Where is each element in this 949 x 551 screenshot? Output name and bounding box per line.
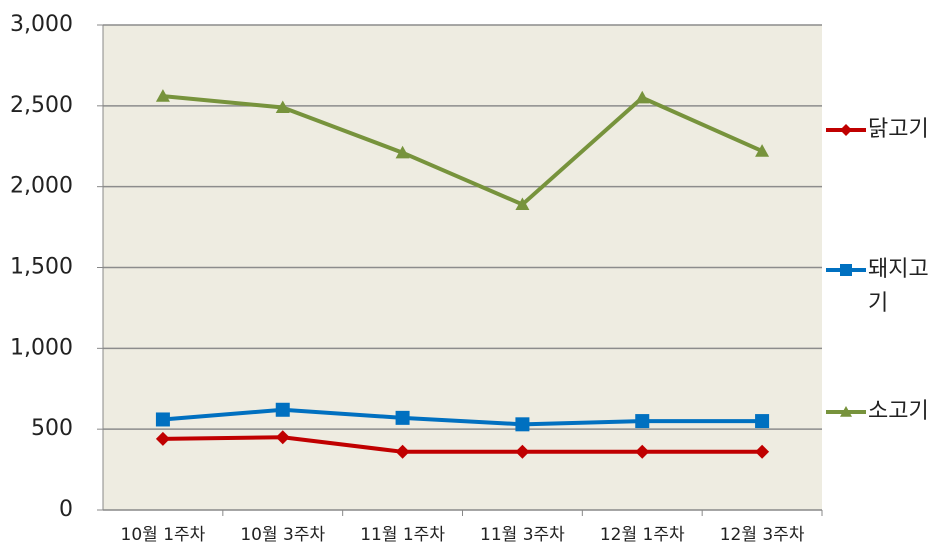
marker bbox=[515, 417, 530, 432]
marker bbox=[840, 124, 852, 136]
series-line bbox=[162, 94, 763, 207]
marker bbox=[155, 412, 170, 427]
marker bbox=[755, 444, 770, 459]
marker bbox=[275, 402, 290, 417]
y-tick-label: 1,000 bbox=[10, 335, 73, 360]
x-tick-label: 12월 3주차 bbox=[720, 525, 805, 545]
marker bbox=[755, 414, 770, 429]
marker bbox=[275, 100, 290, 114]
marker bbox=[155, 431, 170, 446]
marker bbox=[515, 197, 530, 211]
marker bbox=[635, 90, 650, 104]
marker bbox=[515, 444, 530, 459]
marker bbox=[395, 145, 410, 159]
x-tick-label: 10월 1주차 bbox=[121, 525, 206, 545]
legend-label: 돼지고기 bbox=[868, 257, 929, 316]
y-tick-label: 2,500 bbox=[10, 93, 73, 118]
marker bbox=[275, 430, 290, 445]
marker bbox=[635, 444, 650, 459]
marker bbox=[155, 89, 170, 102]
series-line bbox=[162, 407, 763, 427]
y-tick-label: 0 bbox=[59, 497, 73, 522]
x-tick-label: 10월 3주차 bbox=[240, 525, 325, 545]
y-tick-label: 3,000 bbox=[10, 12, 73, 37]
x-tick-label: 11월 1주차 bbox=[360, 525, 445, 545]
marker bbox=[840, 406, 852, 417]
y-tick-label: 500 bbox=[31, 416, 73, 441]
marker bbox=[635, 414, 650, 429]
y-tick-label: 2,000 bbox=[10, 174, 73, 199]
marker bbox=[755, 144, 770, 157]
x-tick-label: 12월 1주차 bbox=[600, 525, 685, 545]
x-tick-label: 11월 3주차 bbox=[480, 525, 565, 545]
marker bbox=[840, 264, 852, 276]
legend-label: 소고기 bbox=[868, 399, 929, 424]
series-line bbox=[162, 435, 763, 454]
legend-label: 닭고기 bbox=[868, 117, 929, 142]
marker bbox=[395, 444, 410, 459]
y-tick-label: 1,500 bbox=[10, 255, 73, 280]
marker bbox=[395, 410, 410, 425]
